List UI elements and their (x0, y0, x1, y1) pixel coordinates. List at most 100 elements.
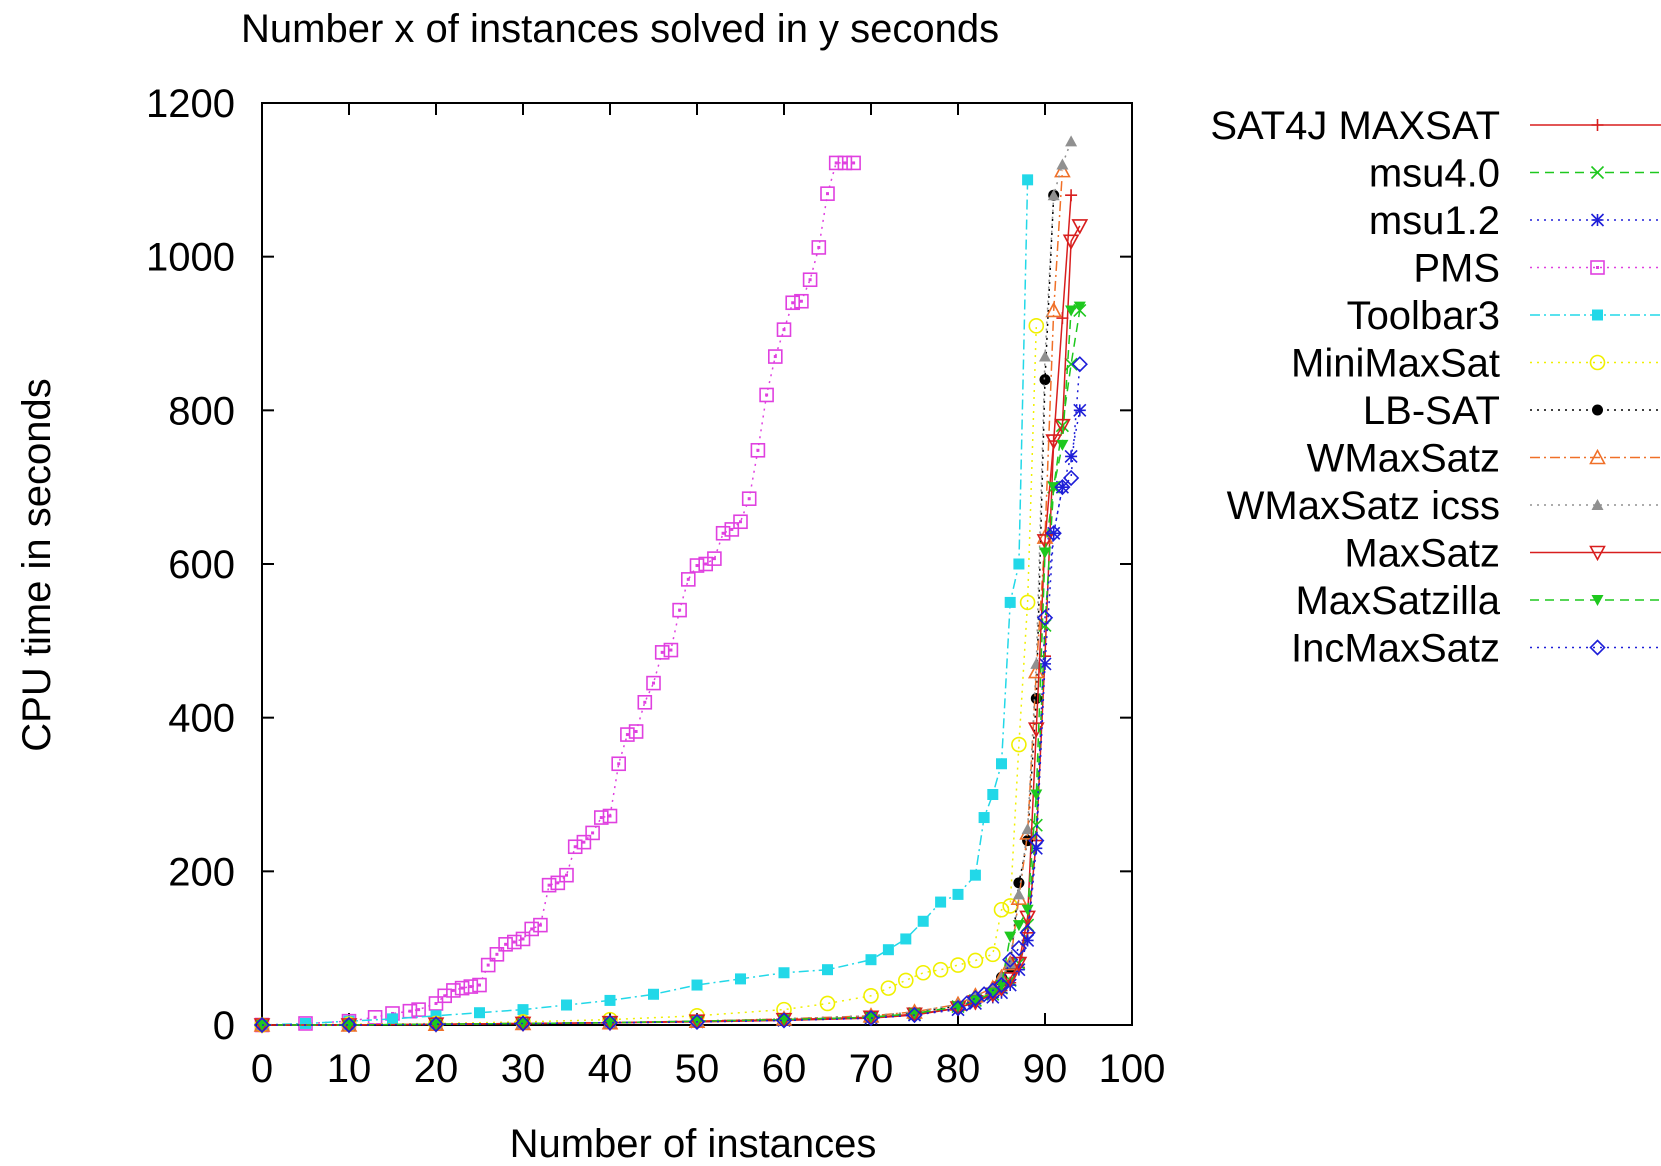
data-point (517, 1018, 529, 1030)
data-point (550, 875, 566, 891)
data-point (1054, 479, 1071, 496)
y-axis-label: CPU time in seconds (15, 378, 59, 751)
data-point (822, 964, 833, 976)
legend-label: SAT4J MAXSAT (1210, 104, 1500, 148)
data-point (785, 295, 801, 311)
data-point (576, 834, 592, 850)
legend-label: Toolbar3 (1347, 294, 1500, 338)
series-maxsatz (253, 219, 1089, 1034)
legend-entry: MiniMaxSat (1291, 342, 1661, 386)
data-point (987, 789, 999, 800)
x-tick-label: 40 (588, 1047, 633, 1091)
data-point (776, 322, 792, 337)
y-tick-label: 1000 (146, 236, 235, 280)
data-point (733, 514, 748, 530)
data-point (1064, 449, 1078, 463)
data-point (820, 186, 835, 201)
data-point (446, 983, 461, 998)
data-point (663, 642, 679, 658)
data-point (1590, 260, 1605, 275)
data-point (567, 839, 583, 855)
legend-entry: msu1.2 (1369, 199, 1661, 243)
data-point (1065, 189, 1078, 202)
legend-entry: Toolbar3 (1347, 294, 1661, 338)
x-tick-label: 50 (675, 1047, 720, 1091)
data-point (561, 999, 572, 1011)
data-point (967, 952, 984, 969)
data-point (707, 551, 722, 566)
data-point (637, 694, 653, 710)
data-point (1010, 956, 1028, 973)
data-point (1039, 350, 1051, 362)
data-point (1027, 662, 1045, 679)
data-point (767, 349, 783, 364)
data-point (978, 812, 990, 824)
data-point (253, 1016, 271, 1034)
data-point (1039, 547, 1051, 559)
data-point (1045, 301, 1063, 318)
data-point (794, 293, 809, 309)
legend-label: msu1.2 (1369, 199, 1500, 243)
series-toolbar3 (256, 174, 1034, 1031)
data-point (1036, 609, 1054, 626)
x-tick-label: 100 (1099, 1047, 1166, 1091)
data-point (1055, 480, 1069, 494)
x-tick-label: 80 (936, 1047, 981, 1091)
series-msu1-2 (255, 403, 1087, 1032)
data-point (952, 888, 964, 900)
data-point (1056, 439, 1069, 451)
data-point (986, 987, 999, 999)
data-point (1071, 356, 1088, 373)
data-point (1073, 301, 1086, 313)
data-point (1589, 354, 1606, 371)
legend-entry: WMaxSatz (1307, 437, 1661, 481)
data-point (1012, 888, 1025, 900)
x-tick-label: 10 (327, 1047, 372, 1091)
x-tick-label: 60 (762, 1047, 807, 1091)
data-point (897, 972, 914, 989)
data-point (506, 934, 522, 950)
data-point (819, 995, 836, 1012)
data-point (672, 602, 687, 618)
data-point (995, 980, 1008, 992)
series-line (261, 179, 1029, 1026)
data-point (480, 957, 496, 973)
data-point (454, 980, 470, 996)
legend: SAT4J MAXSATmsu4.0msu1.2PMSToolbar3MiniM… (1210, 104, 1661, 671)
data-point (1054, 161, 1071, 178)
series-line (262, 310, 1081, 1026)
x-tick-label: 0 (251, 1047, 273, 1091)
data-point (1071, 219, 1089, 235)
legend-label: IncMaxSatz (1291, 627, 1500, 671)
data-point (593, 810, 609, 825)
legend-label: MaxSatzilla (1295, 579, 1500, 623)
data-point (735, 973, 746, 985)
data-point (993, 901, 1010, 918)
x-tick-label: 70 (849, 1047, 894, 1091)
data-point (1589, 639, 1606, 656)
data-point (1004, 931, 1017, 943)
legend-label: WMaxSatz icss (1227, 484, 1500, 528)
data-point (984, 946, 1001, 963)
data-point (846, 155, 861, 171)
data-point (865, 954, 877, 966)
series-line (262, 195, 1072, 1026)
x-tick-label: 30 (501, 1047, 546, 1091)
data-point (1590, 213, 1605, 227)
data-point (1062, 469, 1080, 487)
data-point (1065, 305, 1078, 317)
plot-frame (261, 102, 1133, 1026)
legend-label: WMaxSatz (1307, 437, 1500, 481)
data-point (996, 758, 1007, 770)
series-maxsatzilla (256, 301, 1086, 1031)
data-point (648, 988, 659, 1000)
data-point (950, 957, 966, 973)
data-point (1011, 736, 1027, 753)
data-point (387, 1013, 398, 1025)
series-msu4-0 (255, 303, 1087, 1032)
data-point (1021, 823, 1034, 835)
data-point (1004, 957, 1017, 969)
data-point (1592, 309, 1603, 321)
legend-entry: SAT4J MAXSAT (1210, 104, 1661, 148)
